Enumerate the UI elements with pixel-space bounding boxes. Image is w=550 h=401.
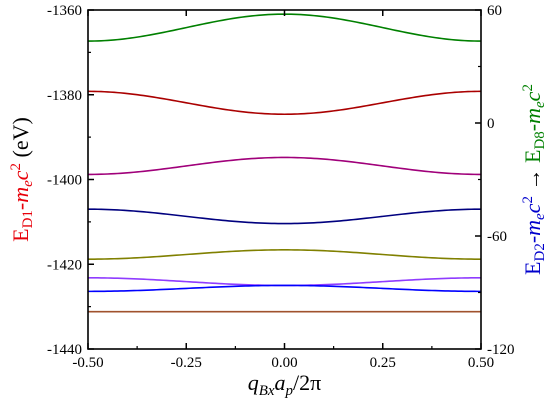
series-line-6 xyxy=(87,277,482,287)
x-tick-label: -0.25 xyxy=(171,355,202,371)
y-right-tick-label: 60 xyxy=(487,3,502,19)
series-line-5 xyxy=(88,249,481,260)
x-tick-label: 0.50 xyxy=(468,355,494,371)
y-right-tick-label: -120 xyxy=(487,342,515,358)
series-layer xyxy=(87,13,482,313)
series-line-4 xyxy=(87,208,482,225)
y-left-axis-title: ED1-mec2 (eV) xyxy=(8,117,36,242)
y-right-axis-title: ED2-mec2 → ED8-mec2 xyxy=(520,84,548,275)
x-tick-label: 0.00 xyxy=(271,355,297,371)
series-line-2 xyxy=(87,90,482,116)
y-left-tick-label: -1360 xyxy=(47,3,82,19)
x-tick-label: -0.50 xyxy=(72,355,103,371)
x-axis-title: qBxap/2π xyxy=(248,370,322,399)
x-tick-label: 0.25 xyxy=(370,355,396,371)
series-line-7 xyxy=(88,284,481,293)
y-right-tick-label: 0 xyxy=(487,116,495,132)
plot-frame xyxy=(87,9,482,350)
y-left-tick-label: -1440 xyxy=(47,342,82,358)
y-left-tick-label: -1420 xyxy=(47,257,82,273)
y-right-tick-label: -60 xyxy=(487,229,507,245)
series-line-1 xyxy=(87,13,482,42)
axes-layer: -0.50 -0.25 0.00 0.25 0.50 -1440 -1420 -1400 -13… xyxy=(47,3,515,371)
y-left-tick-label: -1380 xyxy=(47,88,82,104)
series-line-3 xyxy=(87,156,482,176)
labels-layer: qBxap/2π ED1-mec2 (eV) ED2-mec2 → ED8-mec2 xyxy=(8,84,548,399)
y-left-tick-label: -1400 xyxy=(47,173,82,189)
